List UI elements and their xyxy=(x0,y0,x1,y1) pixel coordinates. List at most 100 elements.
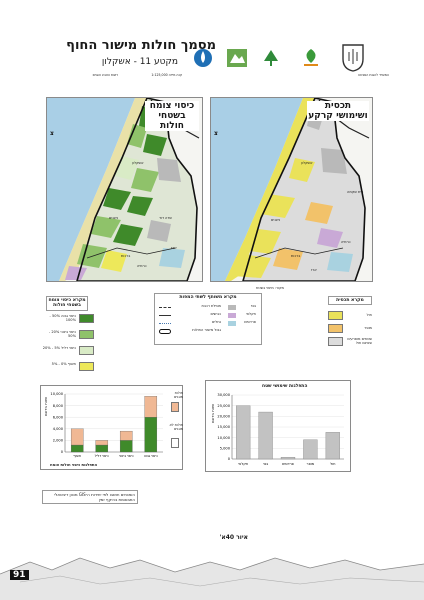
figure-caption: איור 40א' xyxy=(219,534,248,541)
legend-planning-title: מקרא תכסית xyxy=(328,296,372,306)
legend-common-col-a: בנוי חקלאי פרדסים xyxy=(228,304,256,328)
ministry-emblem xyxy=(342,44,364,72)
place-label: כרמיה xyxy=(341,240,351,244)
rail-line-swatch xyxy=(159,307,171,308)
legend-label: נחלים xyxy=(211,320,221,324)
legend-item: מסילת רכבת xyxy=(159,304,221,312)
kkl-logo xyxy=(264,50,278,66)
place-label: ניצנים xyxy=(271,218,281,222)
land-use-map-title: תכסית ושימושי קרקע xyxy=(307,101,369,121)
legend-swatch xyxy=(328,324,343,333)
land-use-chart-title: התפלגות שימושי שטח xyxy=(262,384,308,389)
cover-map-title-line2: בשטחי חולות xyxy=(158,111,186,131)
bar-segment-0 xyxy=(119,440,133,453)
bar xyxy=(303,439,318,460)
legend-label: פרדסים xyxy=(244,320,256,324)
x-tick-label: כיסוי גבוה xyxy=(144,454,158,458)
legend-swatch xyxy=(228,305,236,310)
bar xyxy=(280,457,296,460)
y-tick-label: 8,000 xyxy=(53,404,64,408)
land-use-map-title-line1: תכסית xyxy=(324,101,352,111)
legend-planning: מקרא תכסית xyxy=(328,296,372,306)
scale-note: קנה מידה 1:125,000 xyxy=(151,73,182,77)
source-note: רשות הטבע והגנים xyxy=(92,73,118,77)
north-arrow: צ xyxy=(50,130,54,137)
vegetation-cover-map: כיסוי צומח בשטחי חולות צ אשקלון ניצנים ב… xyxy=(46,97,203,282)
bar xyxy=(258,411,273,460)
legend-label: כיסוי דליל 5% - 20% xyxy=(42,346,76,350)
legend-label: כבישים xyxy=(210,312,221,316)
legend-item: נחלים xyxy=(159,320,221,328)
legend-label: חשוף 0% - 5% xyxy=(51,362,76,366)
legend-item: כבישים xyxy=(159,312,221,320)
legend-label: כיסוי גבוה 50% - 100% xyxy=(49,314,76,323)
north-arrow: צ xyxy=(214,130,218,137)
bar-segment-1 xyxy=(95,440,109,446)
legend-item: בנוי xyxy=(228,304,256,312)
cover-map-title: כיסוי צומח בשטחי חולות xyxy=(145,101,199,131)
legend-common-col-b: מסילת רכבת כבישים נחלים גבול מישור החולו… xyxy=(159,304,221,336)
bar-segment-0 xyxy=(95,444,109,453)
place-label: אשקלון xyxy=(301,161,313,165)
legend-label: חול xyxy=(366,313,372,317)
bar-segment-0 xyxy=(70,444,84,453)
legend-item: פרדסים xyxy=(228,320,256,328)
cover-chart-ylabel: שטח בדונם xyxy=(43,396,48,416)
land-use-map: תכסית ושימושי קרקע צ אשקלון בית שקמה ברכ… xyxy=(210,97,373,282)
legend-planning-item: מופר xyxy=(328,324,372,334)
legend-cover: מקרא כיסוי צומח בשטחי חולות xyxy=(46,296,88,311)
gis-note: השטחים חושבו לפי יחידות ה-GIS מכוון דיגי… xyxy=(42,490,138,504)
legend-swatch xyxy=(328,311,343,320)
page-subtitle: מקטע 11 - אשקלון xyxy=(101,57,178,67)
land-use-chart: 0 5,000 10,000 15,000 20,000 25,000 30,000 חול מ… xyxy=(205,380,351,472)
bar-segment-0 xyxy=(144,417,158,453)
legend-swatch xyxy=(79,346,94,355)
x-tick-label: חשוף xyxy=(73,454,81,458)
legend-swatch xyxy=(228,321,236,326)
x-tick-label: פרדסים xyxy=(282,462,295,466)
bar xyxy=(236,405,251,460)
legend-label: חקלאי xyxy=(245,312,256,316)
bar-segment-1 xyxy=(70,428,84,446)
bar-segment-1 xyxy=(144,396,158,418)
legend-label: בנוי xyxy=(250,304,256,308)
legend-label: גבול מישור החולות xyxy=(192,328,221,332)
dune-boundary-swatch xyxy=(159,329,171,334)
place-label: ארז xyxy=(311,268,317,272)
legend-swatch xyxy=(171,402,179,412)
cover-chart-title: התפלגות כיסוי חולות צומח xyxy=(50,462,98,467)
publisher-note: המשרד להגנת הסביבה xyxy=(357,73,389,77)
legend-swatch xyxy=(79,362,94,371)
legend-label: מסילת רכבת xyxy=(201,304,222,308)
x-tick-label: מופר xyxy=(307,462,315,466)
place-label: ברכות xyxy=(121,254,131,258)
y-tick-label: 0 xyxy=(61,450,64,454)
y-tick-label: 5,000 xyxy=(220,447,231,451)
legend-swatch xyxy=(79,314,94,323)
x-tick-label: בנוי xyxy=(263,462,268,466)
nature-parks-logo xyxy=(227,49,247,67)
x-tick-label: כיסוי בינוני xyxy=(119,454,134,458)
cover-chart-legend-protected: חולות מוגנים xyxy=(174,391,183,399)
legend-planning-item: חול xyxy=(328,311,372,321)
cover-chart-svg: 0 2,000 4,000 6,000 8,000 10,000 כיסוי גבוה כיס… xyxy=(50,392,163,458)
legend-label: שטחים מופרעים שאינם חול xyxy=(347,337,372,346)
x-tick-label: כיסוי דליל xyxy=(95,454,109,458)
y-tick-label: 0 xyxy=(228,457,231,461)
y-tick-label: 2,000 xyxy=(53,439,64,443)
legend-swatch xyxy=(328,337,343,346)
y-tick-label: 4,000 xyxy=(53,427,64,431)
place-label: ברכות xyxy=(291,254,301,258)
map-footnote: מקור: מיפוי בשטח xyxy=(255,286,284,290)
y-tick-label: 10,000 xyxy=(50,392,63,396)
land-use-chart-ylabel: שטח בדונם xyxy=(210,403,215,423)
place-label: ארז xyxy=(171,246,177,250)
water-logo xyxy=(194,49,212,67)
y-tick-label: 30,000 xyxy=(217,393,230,397)
land-use-map-title-line2: ושימושי קרקע xyxy=(308,111,368,121)
cover-chart-legend-unprotected: חולות לא מוגנים xyxy=(169,423,184,431)
y-tick-label: 20,000 xyxy=(217,415,230,419)
bar-segment-1 xyxy=(119,430,133,441)
y-tick-label: 15,000 xyxy=(217,425,230,429)
y-tick-label: 25,000 xyxy=(217,404,230,408)
